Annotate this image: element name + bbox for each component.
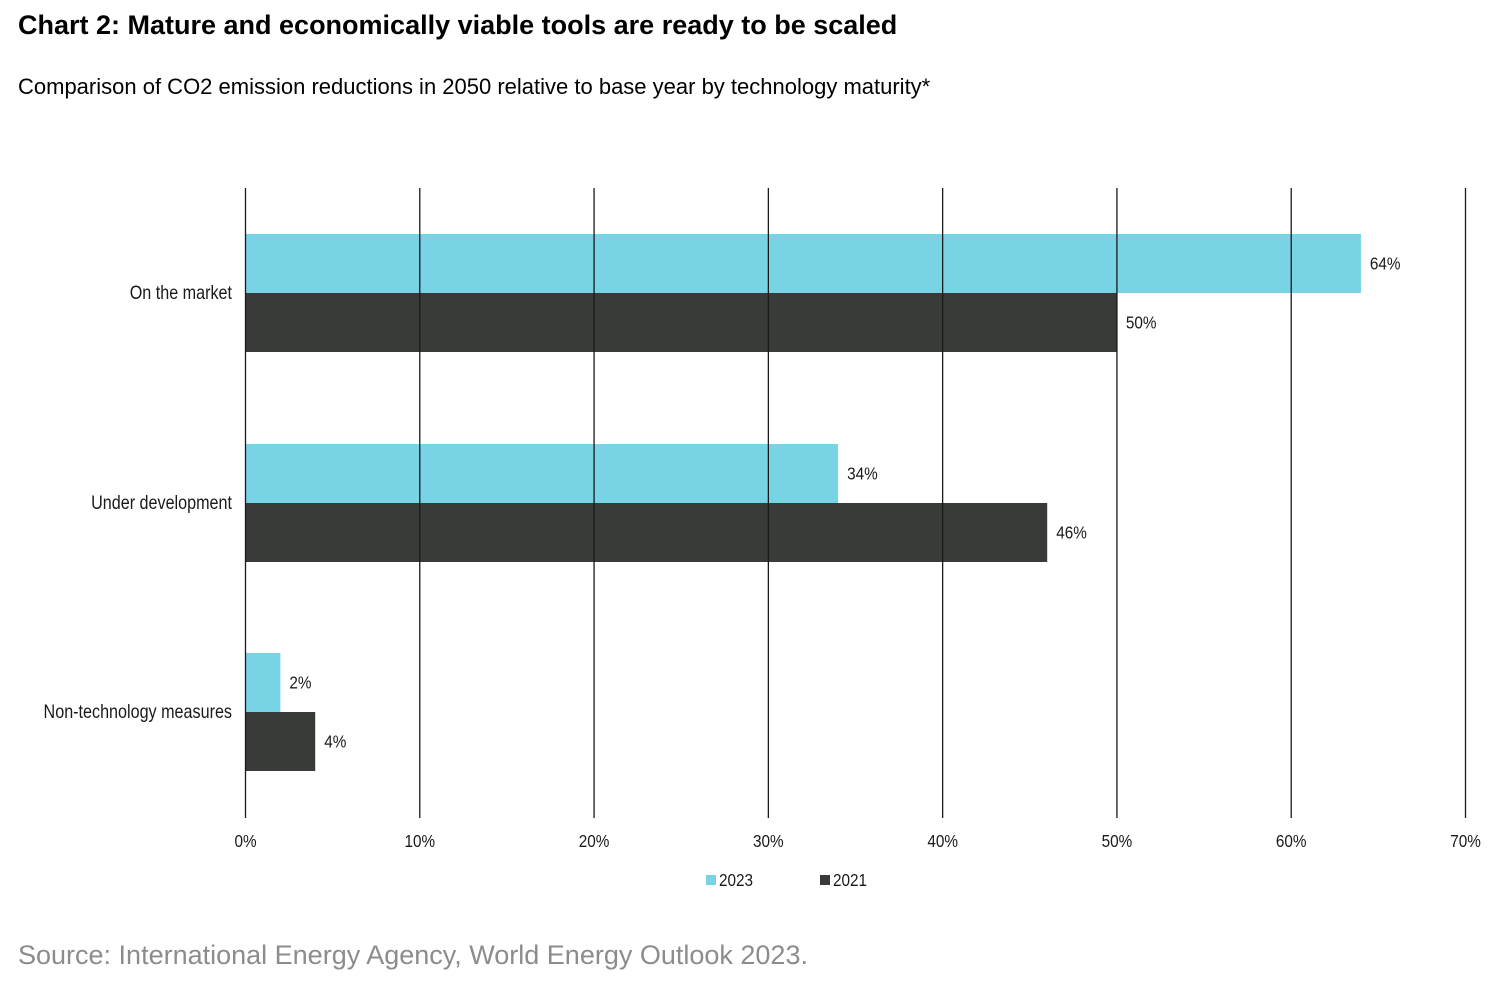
x-tick-label: 70% xyxy=(1450,831,1481,851)
bar-2021-1 xyxy=(245,503,1048,562)
data-label: 4% xyxy=(324,731,346,751)
chart-subtitle: Comparison of CO2 emission reductions in… xyxy=(18,74,931,99)
bar-2021-0 xyxy=(245,293,1117,352)
data-label: 46% xyxy=(1056,522,1087,542)
bar-2023-0 xyxy=(245,234,1361,293)
category-label: Non-technology measures xyxy=(44,701,233,723)
bar-2023-2 xyxy=(245,653,281,712)
data-label: 34% xyxy=(847,463,878,483)
x-tick-label: 60% xyxy=(1276,831,1307,851)
x-tick-label: 50% xyxy=(1102,831,1133,851)
chart-title: Chart 2: Mature and economically viable … xyxy=(18,10,898,40)
bar-2021-2 xyxy=(245,712,316,771)
x-tick-label: 10% xyxy=(404,831,435,851)
x-tick-label: 40% xyxy=(927,831,958,851)
legend-swatch-2021 xyxy=(820,875,830,885)
data-label: 50% xyxy=(1126,312,1157,332)
legend-label: 2023 xyxy=(719,870,753,890)
category-label: Under development xyxy=(91,492,232,514)
legend-label: 2021 xyxy=(833,870,867,890)
legend-swatch-2023 xyxy=(706,875,716,885)
x-tick-label: 30% xyxy=(753,831,784,851)
data-label: 64% xyxy=(1370,253,1401,273)
data-label: 2% xyxy=(289,672,311,692)
x-tick-label: 20% xyxy=(579,831,610,851)
source-note: Source: International Energy Agency, Wor… xyxy=(18,940,808,970)
category-label: On the market xyxy=(130,282,232,304)
x-tick-label: 0% xyxy=(234,831,256,851)
bar-2023-1 xyxy=(245,444,839,503)
